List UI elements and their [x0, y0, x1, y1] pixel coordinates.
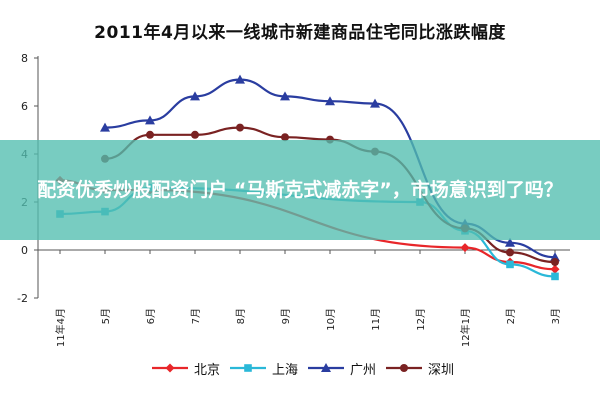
- x-tick-label: 5月: [100, 308, 112, 324]
- x-tick-label: 11月: [370, 308, 382, 331]
- data-point: [145, 115, 155, 125]
- x-tick-label: 10月: [325, 308, 337, 331]
- x-tick-label: 2月: [505, 308, 517, 324]
- data-point: [280, 91, 290, 101]
- data-point: [100, 122, 110, 132]
- banner-text[interactable]: 配资优秀炒股配资门户 “马斯克式减赤字”，市场意识到了吗？: [37, 179, 563, 201]
- legend-label: 上海: [272, 363, 299, 378]
- y-tick-label: 6: [21, 100, 28, 113]
- data-point: [506, 260, 514, 269]
- x-tick-label: 12年1月: [459, 308, 472, 347]
- data-point: [235, 74, 245, 84]
- legend-swatch: [386, 364, 422, 372]
- x-tick-label: 8月: [235, 308, 247, 324]
- x-tick-label: 9月: [280, 308, 292, 324]
- promo-banner[interactable]: 配资优秀炒股配资门户 “马斯克式减赤字”，市场意识到了吗？: [0, 140, 600, 240]
- data-point: [146, 130, 154, 139]
- legend-swatch: [308, 363, 344, 372]
- data-point: [506, 248, 514, 257]
- y-tick-label: 8: [21, 52, 28, 65]
- chart-title: 2011年4月以来一线城市新建商品住宅同比涨跌幅度: [94, 23, 506, 43]
- x-tick-label: 7月: [190, 308, 202, 324]
- data-point: [551, 258, 559, 266]
- legend: 北京 上海 广州 深圳: [150, 358, 454, 378]
- data-point: [281, 133, 289, 142]
- data-point: [191, 130, 199, 139]
- legend-swatch: [230, 364, 266, 372]
- y-tick-label: 0: [21, 244, 28, 257]
- x-tick-label: 6月: [145, 308, 157, 324]
- legend-label: 北京: [194, 363, 221, 378]
- legend-label: 广州: [350, 363, 377, 378]
- data-point: [190, 91, 200, 101]
- y-tick-label: -2: [17, 292, 28, 305]
- x-tick-label: 12月: [415, 308, 427, 331]
- data-point: [551, 272, 559, 281]
- data-point: [550, 264, 560, 274]
- legend-swatch: [152, 363, 188, 373]
- data-point: [505, 237, 515, 247]
- x-tick-label: 11年4月: [54, 308, 67, 347]
- data-point: [236, 123, 244, 132]
- legend-label: 深圳: [428, 363, 455, 378]
- data-point: [325, 96, 335, 106]
- data-point: [370, 98, 380, 108]
- x-tick-label: 3月: [550, 308, 562, 324]
- data-point: [460, 243, 470, 253]
